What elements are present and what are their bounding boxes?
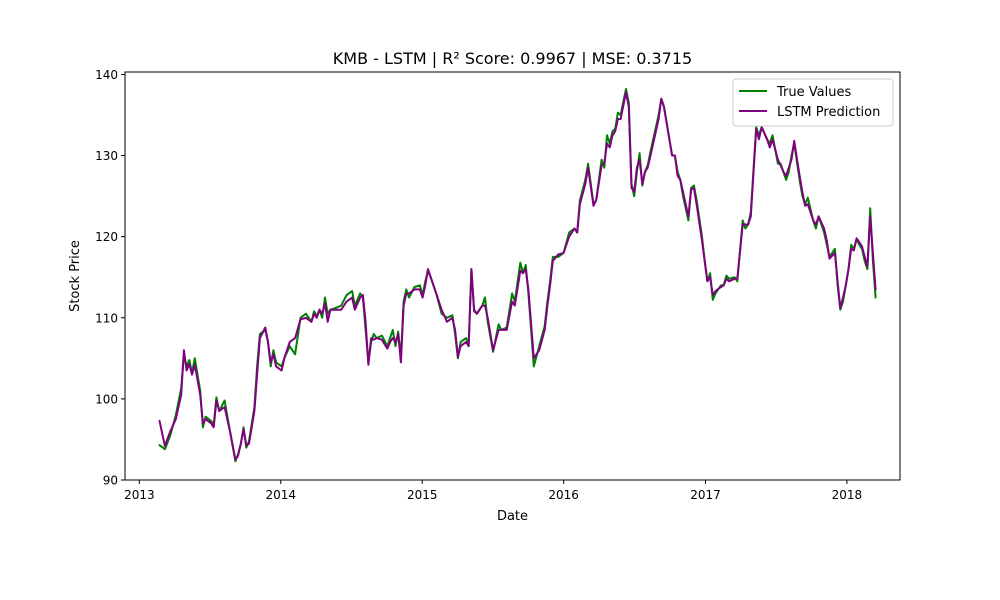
x-tick-label: 2015	[407, 488, 438, 502]
y-axis-ticks: 90 100 110 120 130 140	[95, 68, 125, 488]
y-tick-label: 140	[95, 68, 118, 82]
series-line-lstm-prediction	[158, 91, 877, 461]
series-lines	[158, 88, 877, 463]
y-tick-label: 110	[95, 311, 118, 325]
legend: True Values LSTM Prediction	[732, 78, 894, 127]
x-axis-ticks: 2013 2014 2015 2016 2017 2018	[124, 480, 862, 502]
x-tick-label: 2018	[832, 488, 863, 502]
legend-box	[732, 78, 894, 127]
y-tick-label: 120	[95, 230, 118, 244]
y-tick-label: 130	[95, 149, 118, 163]
x-tick-label: 2017	[690, 488, 721, 502]
legend-label-true-values: True Values	[776, 85, 851, 100]
plot-area	[125, 72, 900, 480]
chart-title: KMB - LSTM | R² Score: 0.9967 | MSE: 0.3…	[333, 49, 692, 68]
y-tick-label: 100	[95, 392, 118, 406]
x-tick-label: 2016	[548, 488, 579, 502]
legend-label-lstm-prediction: LSTM Prediction	[777, 105, 880, 120]
plot-frame	[124, 71, 901, 481]
x-tick-label: 2013	[124, 488, 155, 502]
x-axis-label: Date	[497, 509, 528, 524]
x-tick-label: 2014	[266, 488, 297, 502]
y-axis-label: Stock Price	[68, 240, 83, 312]
y-tick-label: 90	[103, 474, 118, 488]
